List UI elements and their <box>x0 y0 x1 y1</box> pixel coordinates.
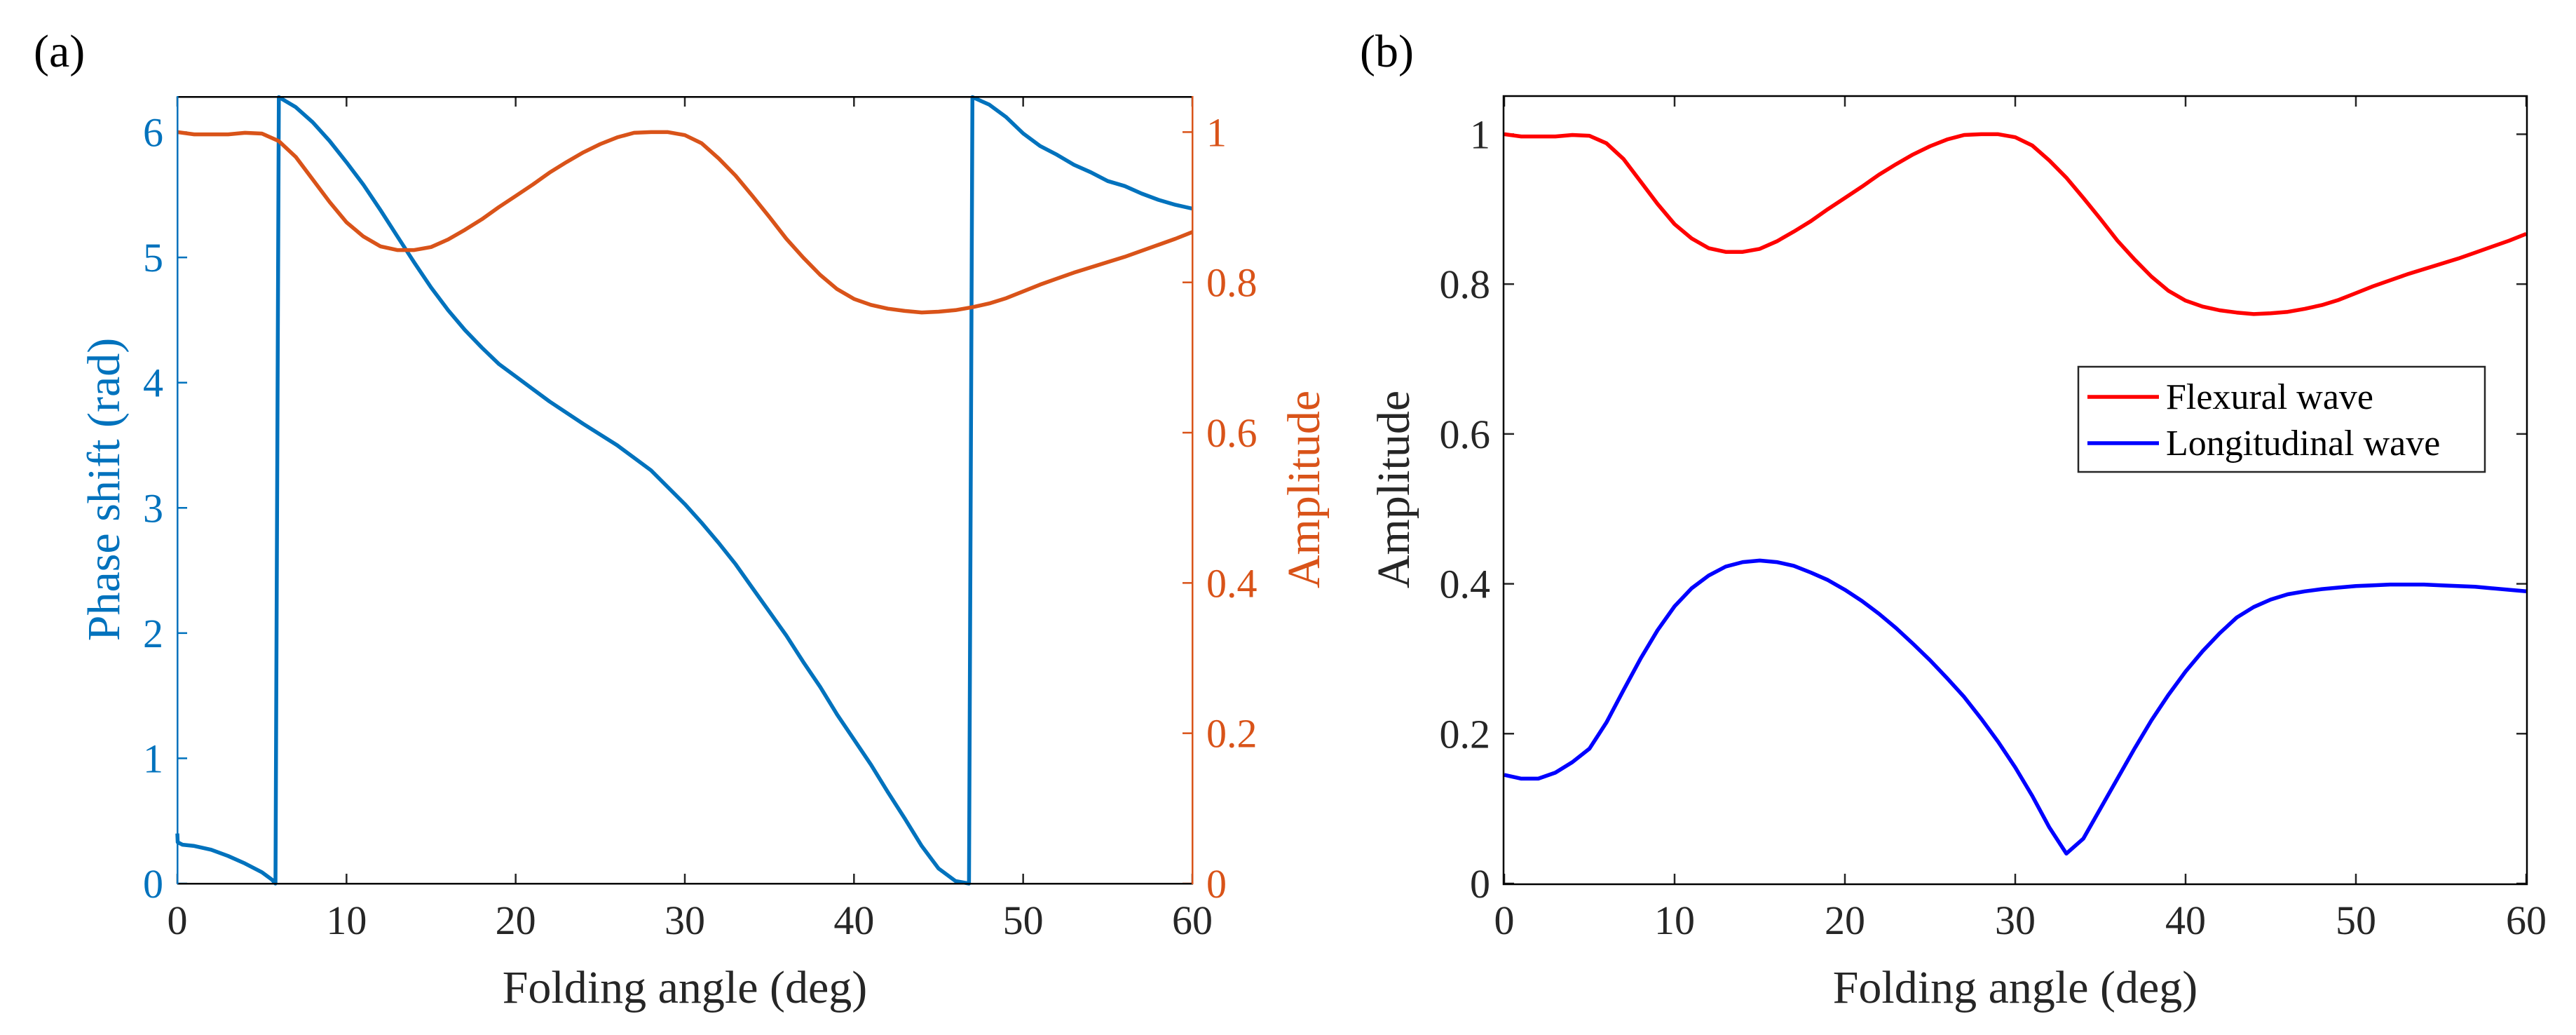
panel-a-x-label: Folding angle (deg) <box>503 962 868 1013</box>
panel-a-frame-left <box>177 96 179 884</box>
x-tick-label: 40 <box>833 898 874 943</box>
panel-a-label: (a) <box>34 26 85 77</box>
x-tick-label: 30 <box>1995 898 2036 943</box>
amplitude-line <box>177 130 1194 315</box>
y-tick-label: 5 <box>143 235 163 280</box>
panel-a-frame-bottom <box>177 883 1193 885</box>
flexural-wave-line <box>1504 132 2528 316</box>
legend: Flexural wave Longitudinal wave <box>2077 365 2486 473</box>
x-tick-label: 50 <box>2336 898 2376 943</box>
x-tick-label: 20 <box>496 898 536 943</box>
panel-b-x-label: Folding angle (deg) <box>1833 962 2198 1013</box>
panel-b-y-axis: 0 0.2 0.4 0.6 0.8 1 <box>1440 111 2526 907</box>
x-tick-label: 0 <box>1494 898 1515 943</box>
x-tick-label: 0 <box>168 898 188 943</box>
x-tick-label: 40 <box>2165 898 2206 943</box>
y-tick-label: 0.4 <box>1440 562 1491 607</box>
x-tick-label: 10 <box>326 898 367 943</box>
panel-a-right-axis: 0 0.2 0.4 0.6 0.8 1 <box>1183 109 1258 907</box>
panel-a-x-axis: 0 10 20 30 40 50 60 <box>168 97 1213 943</box>
y-tick-label: 2 <box>143 611 163 656</box>
panel-a-left-y-label: Phase shift (rad) <box>79 338 130 642</box>
y-tick-label: 0.8 <box>1440 262 1491 307</box>
legend-label-longitudinal: Longitudinal wave <box>2166 424 2440 464</box>
panel-a-frame-top <box>177 96 1193 98</box>
panel-b-label: (b) <box>1360 26 1414 77</box>
panel-b-y-label: Amplitude <box>1368 391 1419 588</box>
x-tick-label: 10 <box>1654 898 1695 943</box>
y-tick-label-right: 1 <box>1206 109 1227 155</box>
y-tick-label: 0 <box>143 861 163 907</box>
x-tick-label: 60 <box>2506 898 2547 943</box>
x-tick-label: 60 <box>1172 898 1213 943</box>
y-tick-label-right: 0.4 <box>1206 560 1258 606</box>
panel-b: (b) 0 0.2 0.4 0.6 0.8 1 0 10 20 30 40 50 60 Folding… <box>1360 26 2547 1013</box>
panel-a-left-axis: 0 1 2 3 4 5 6 <box>143 110 187 907</box>
y-tick-label: 4 <box>143 360 163 406</box>
legend-box <box>2077 365 2486 473</box>
y-tick-label-right: 0.6 <box>1206 410 1258 456</box>
y-tick-label-right: 0.2 <box>1206 711 1258 757</box>
panel-b-x-axis: 0 10 20 30 40 50 60 <box>1494 97 2547 943</box>
y-tick-label-right: 0.8 <box>1206 260 1258 306</box>
x-tick-label: 30 <box>665 898 705 943</box>
longitudinal-wave-line <box>1504 558 2527 856</box>
panel-a-right-y-label: Amplitude <box>1279 391 1330 588</box>
panel-a-frame-right <box>1192 96 1194 884</box>
x-tick-label: 20 <box>1825 898 1865 943</box>
x-tick-label: 50 <box>1003 898 1044 943</box>
y-tick-label: 3 <box>143 485 163 531</box>
y-tick-label: 0.6 <box>1440 412 1491 457</box>
legend-label-flexural: Flexural wave <box>2166 377 2373 417</box>
panel-a: (a) 0 1 2 3 4 5 6 0 0.2 0.4 0.6 0.8 1 0 10 20 30 40 50 60… <box>34 26 1330 1013</box>
y-tick-label: 6 <box>143 110 163 156</box>
y-tick-label: 0 <box>1470 861 1490 907</box>
y-tick-label: 1 <box>1470 111 1490 157</box>
y-tick-label: 1 <box>143 736 163 781</box>
panel-b-frame <box>1502 95 2528 886</box>
y-tick-label-right: 0 <box>1206 861 1227 907</box>
y-tick-label: 0.2 <box>1440 711 1491 757</box>
